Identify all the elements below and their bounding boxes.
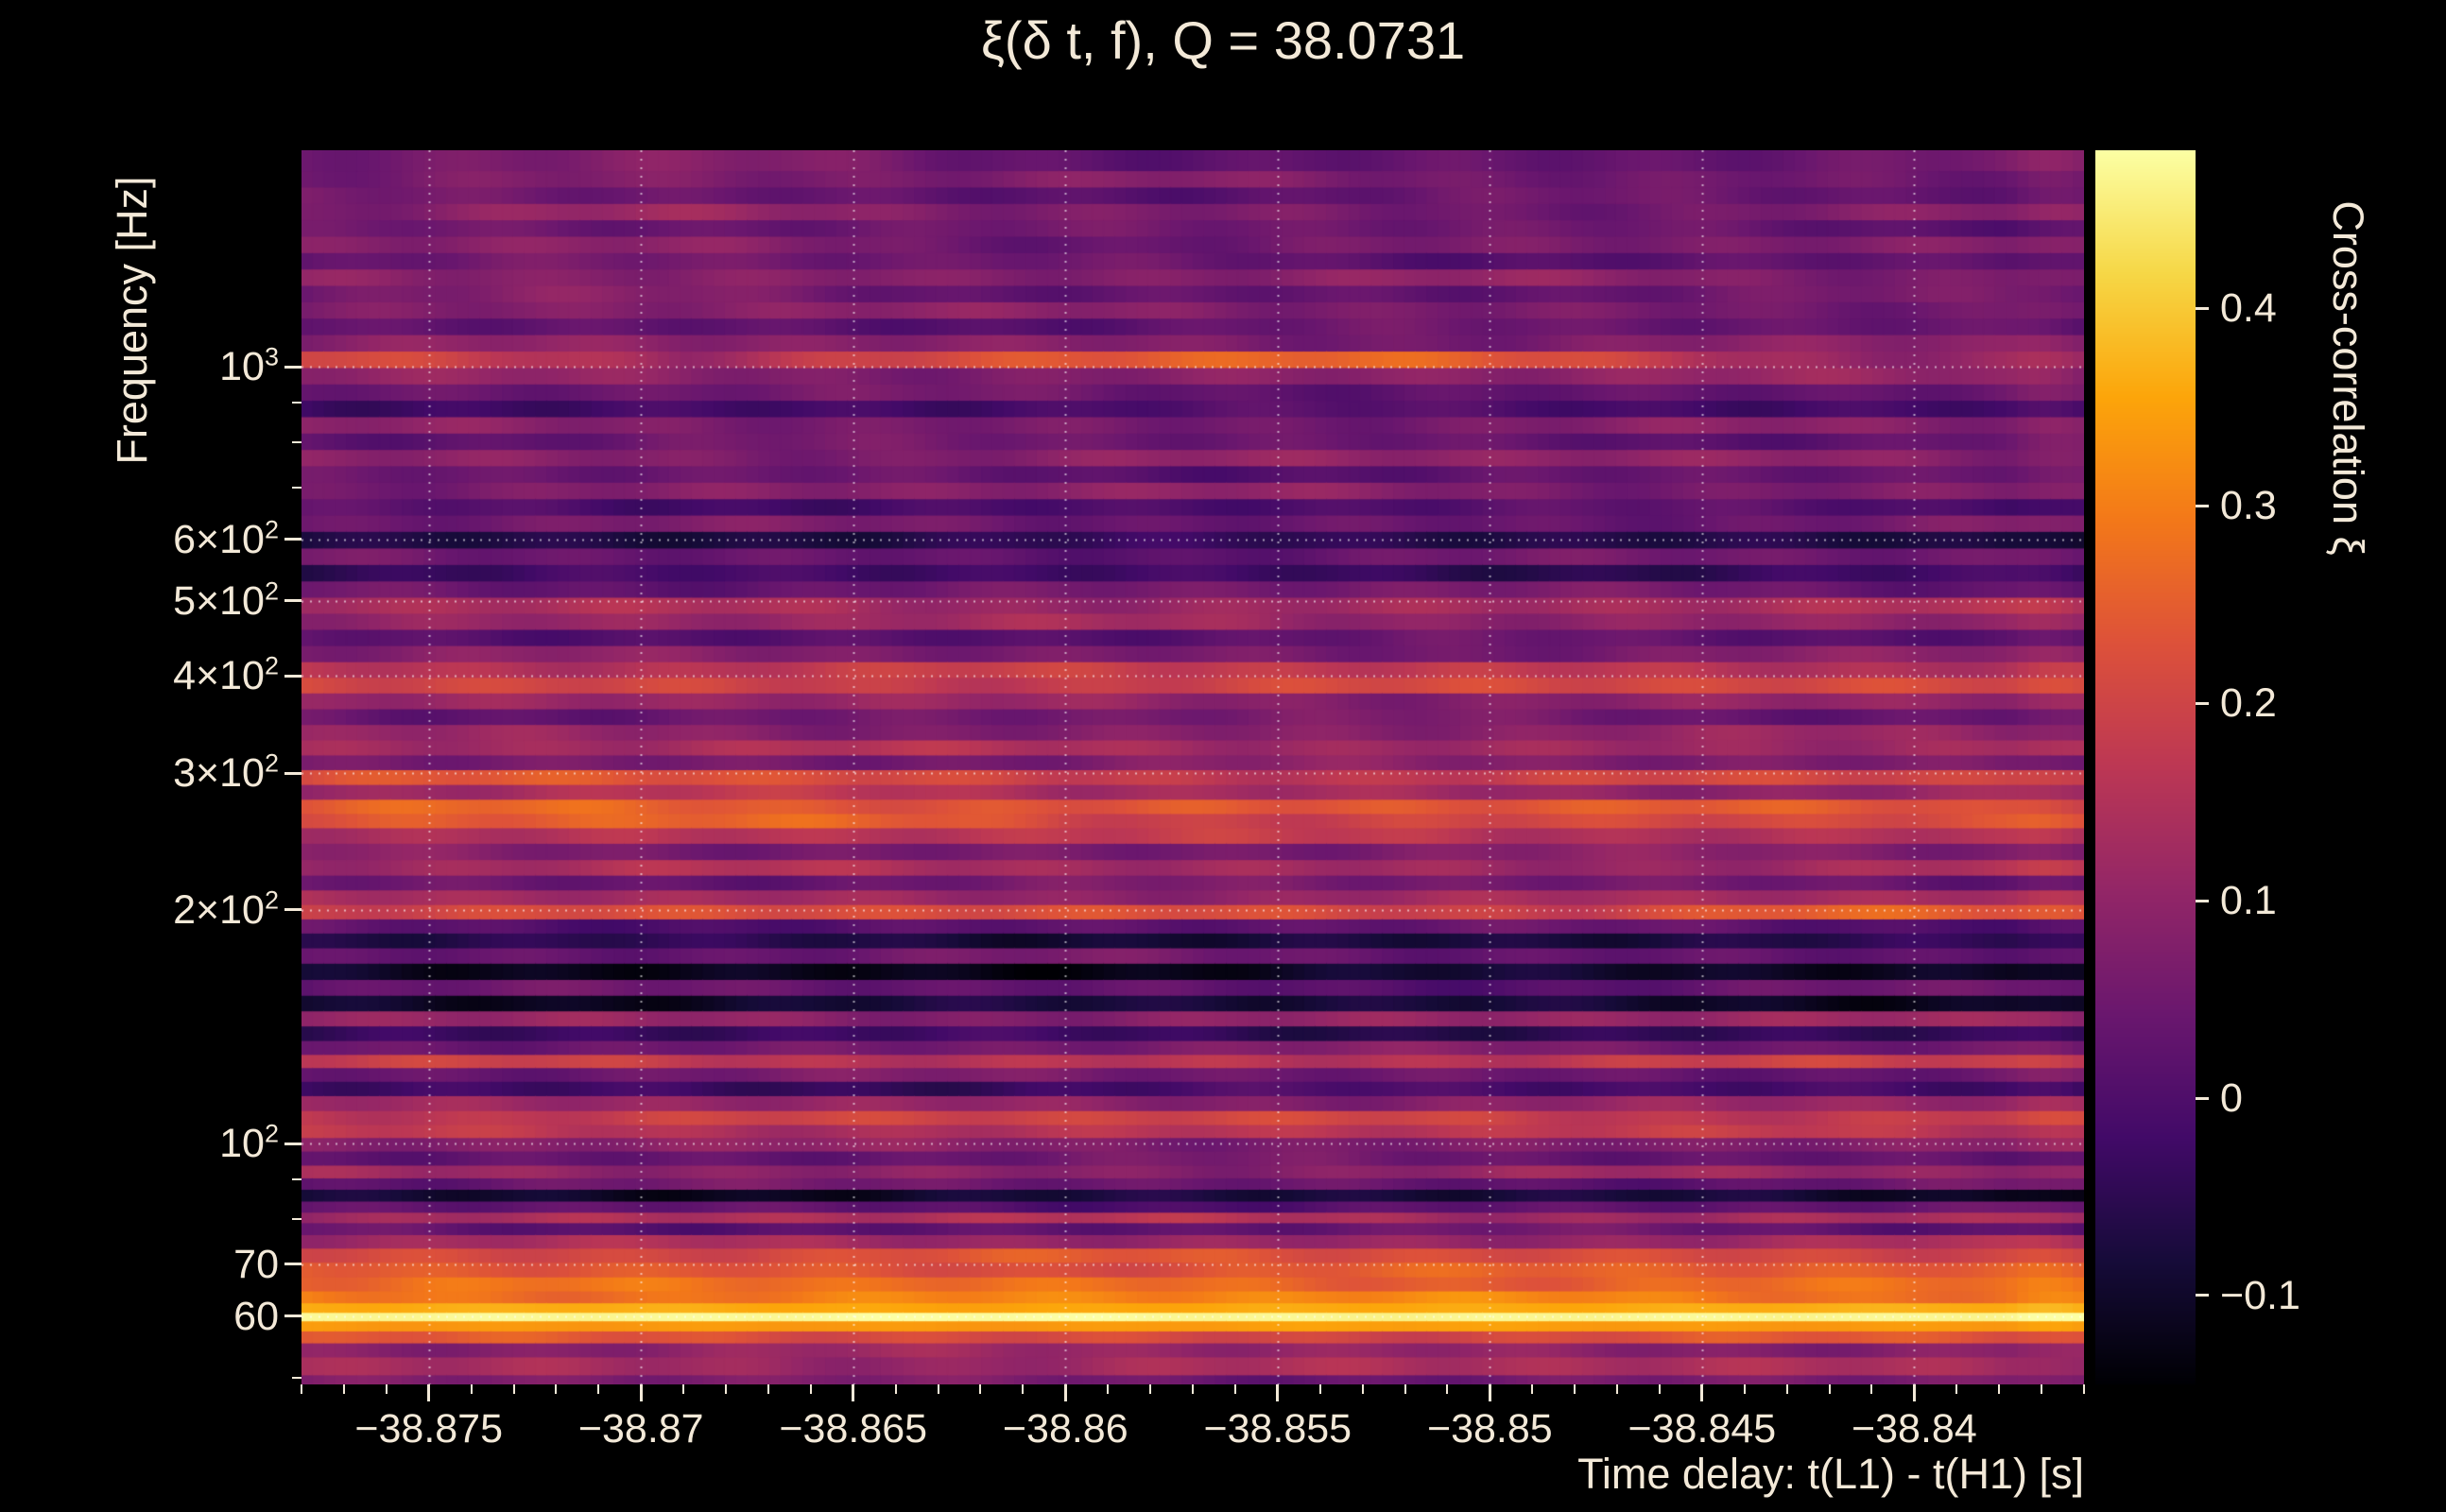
colorbar-tick-label: 0.1: [2220, 878, 2277, 924]
colorbar: [2095, 150, 2196, 1384]
y-tick-label: 103: [219, 342, 279, 390]
y-tick-label: 60: [233, 1293, 279, 1339]
y-tick-label: 2×102: [173, 885, 279, 933]
x-minor-tick: [1616, 1384, 1619, 1394]
x-minor-tick: [597, 1384, 600, 1394]
y-major-tick: [284, 599, 301, 603]
x-minor-tick: [1192, 1384, 1194, 1394]
x-major-tick: [1912, 1384, 1916, 1401]
x-major-tick: [427, 1384, 431, 1401]
colorbar-tick-label: −0.1: [2220, 1272, 2300, 1318]
y-major-tick: [284, 538, 301, 541]
x-tick-label: −38.84: [1852, 1406, 1977, 1452]
x-minor-tick: [1404, 1384, 1406, 1394]
x-minor-tick: [1955, 1384, 1958, 1394]
chart-title: ξ(δ t, f), Q = 38.0731: [980, 10, 1466, 70]
y-axis-label: Frequency [Hz]: [108, 176, 156, 465]
x-minor-tick: [894, 1384, 897, 1394]
colorbar-label: Cross-correlation ξ: [2324, 200, 2372, 556]
x-minor-tick: [301, 1384, 302, 1394]
y-tick-label: 6×102: [173, 515, 279, 562]
x-minor-tick: [809, 1384, 812, 1394]
x-major-tick: [1063, 1384, 1067, 1401]
x-minor-tick: [2083, 1384, 2085, 1394]
x-major-tick: [852, 1384, 855, 1401]
y-major-tick: [284, 771, 301, 775]
x-minor-tick: [725, 1384, 728, 1394]
y-major-tick: [284, 908, 301, 912]
x-minor-tick: [1022, 1384, 1025, 1394]
x-minor-tick: [1998, 1384, 2001, 1394]
y-minor-tick: [292, 440, 301, 443]
x-minor-tick: [512, 1384, 515, 1394]
y-major-tick: [284, 1314, 301, 1318]
x-minor-tick: [2041, 1384, 2043, 1394]
colorbar-tick-label: 0.4: [2220, 285, 2277, 332]
x-axis-label: Time delay: t(L1) - t(H1) [s]: [1577, 1450, 2084, 1498]
x-minor-tick: [1149, 1384, 1152, 1394]
y-major-tick: [284, 1263, 301, 1266]
y-minor-tick: [292, 401, 301, 404]
y-major-tick: [284, 1142, 301, 1145]
y-minor-tick: [292, 1217, 301, 1220]
x-minor-tick: [1107, 1384, 1110, 1394]
y-major-tick: [284, 365, 301, 369]
colorbar-tick: [2196, 701, 2209, 705]
x-minor-tick: [1574, 1384, 1576, 1394]
x-minor-tick: [937, 1384, 939, 1394]
x-minor-tick: [1658, 1384, 1661, 1394]
x-minor-tick: [385, 1384, 388, 1394]
x-minor-tick: [1870, 1384, 1873, 1394]
x-tick-label: −38.87: [577, 1406, 704, 1452]
x-major-tick: [639, 1384, 643, 1401]
y-tick-label: 70: [233, 1241, 279, 1287]
x-minor-tick: [470, 1384, 473, 1394]
x-tick-label: −38.855: [1203, 1406, 1352, 1452]
colorbar-tick-label: 0: [2220, 1075, 2243, 1121]
colorbar-tick: [2196, 1096, 2209, 1100]
x-minor-tick: [342, 1384, 345, 1394]
heatmap-canvas: [301, 150, 2084, 1384]
x-major-tick: [1488, 1384, 1491, 1401]
x-minor-tick: [1446, 1384, 1449, 1394]
y-tick-label: 4×102: [173, 652, 279, 699]
y-major-tick: [284, 674, 301, 678]
y-minor-tick: [292, 1376, 301, 1379]
x-minor-tick: [1531, 1384, 1534, 1394]
y-tick-label: 3×102: [173, 748, 279, 797]
x-tick-label: −38.865: [779, 1406, 928, 1452]
colorbar-tick-label: 0.2: [2220, 680, 2277, 727]
x-minor-tick: [1318, 1384, 1321, 1394]
x-minor-tick: [979, 1384, 982, 1394]
x-minor-tick: [1233, 1384, 1236, 1394]
y-minor-tick: [292, 1177, 301, 1180]
y-tick-label: 5×102: [173, 576, 279, 624]
x-tick-label: −38.86: [1002, 1406, 1128, 1452]
x-minor-tick: [1785, 1384, 1788, 1394]
x-tick-label: −38.845: [1628, 1406, 1777, 1452]
x-minor-tick: [1828, 1384, 1831, 1394]
colorbar-tick-label: 0.3: [2220, 483, 2277, 529]
y-tick-label: 102: [219, 1119, 279, 1167]
colorbar-tick: [2196, 306, 2209, 310]
x-tick-label: −38.85: [1426, 1406, 1553, 1452]
x-major-tick: [1700, 1384, 1704, 1401]
colorbar-tick: [2196, 899, 2209, 902]
colorbar-tick: [2196, 1294, 2209, 1297]
x-minor-tick: [555, 1384, 558, 1394]
x-minor-tick: [1743, 1384, 1746, 1394]
x-minor-tick: [682, 1384, 685, 1394]
x-minor-tick: [767, 1384, 769, 1394]
colorbar-tick: [2196, 504, 2209, 507]
x-major-tick: [1276, 1384, 1280, 1401]
x-minor-tick: [1361, 1384, 1364, 1394]
x-tick-label: −38.875: [354, 1406, 504, 1452]
y-minor-tick: [292, 486, 301, 489]
